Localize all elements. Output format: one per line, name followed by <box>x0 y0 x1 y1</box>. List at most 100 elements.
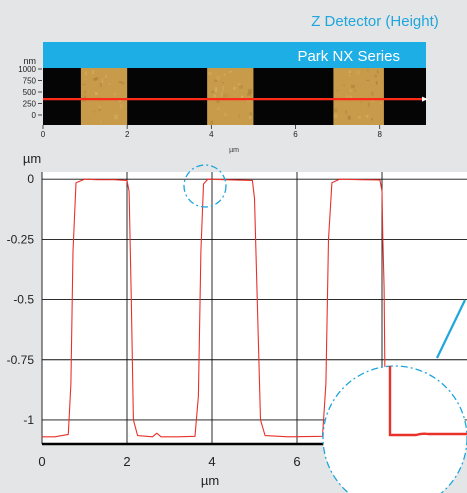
afm-grain-speck <box>114 114 118 120</box>
afm-grain-speck <box>216 100 220 104</box>
afm-grain-speck <box>249 112 253 116</box>
afm-grain-speck <box>213 94 216 97</box>
afm-grain-speck <box>118 100 122 103</box>
afm-grain-speck <box>375 81 378 85</box>
afm-grain-speck <box>371 118 373 121</box>
banner <box>43 42 426 68</box>
afm-grain-speck <box>379 102 382 104</box>
afm-grain-speck <box>121 81 125 85</box>
color-scale-tick: 1000 <box>18 65 36 74</box>
afm-grain-speck <box>92 70 94 75</box>
afm-grain-speck <box>83 78 86 80</box>
height-profile-line <box>42 178 408 443</box>
afm-grain-speck <box>105 75 107 78</box>
afm-grain-speck <box>333 113 338 118</box>
afm-grain-speck <box>360 101 362 104</box>
afm-grain-speck <box>118 100 121 102</box>
afm-grain-speck <box>374 74 377 78</box>
afm-grain-speck <box>102 78 104 84</box>
afm-grain-speck <box>350 73 352 75</box>
afm-raised-feature <box>80 68 128 125</box>
scan-line-arrow-icon <box>422 96 428 102</box>
image-x-tick-label: 2 <box>125 130 130 139</box>
x-tick-label: 2 <box>123 454 130 469</box>
y-tick-label: -0.75 <box>7 353 35 367</box>
afm-grain-speck <box>214 87 218 92</box>
color-scale-tick: 500 <box>23 88 37 97</box>
afm-grain-speck <box>348 70 352 74</box>
image-x-tick-label: 4 <box>209 130 214 139</box>
afm-grain-speck <box>222 86 224 91</box>
afm-grain-speck <box>354 89 356 93</box>
x-axis-label: µm <box>201 473 219 488</box>
image-x-tick-label: 0 <box>41 130 46 139</box>
afm-grain-speck <box>119 104 123 109</box>
afm-grain-speck <box>351 84 355 89</box>
x-tick-label: 6 <box>293 454 300 469</box>
afm-grain-speck <box>342 84 347 86</box>
afm-grain-speck <box>98 109 102 111</box>
afm-grain-speck <box>229 70 232 73</box>
afm-grain-speck <box>217 107 220 110</box>
color-scale-ticks: 1000 750 500 250 0 <box>18 65 42 120</box>
afm-grain-speck <box>248 89 252 94</box>
highlight-circle <box>183 164 227 208</box>
zoom-inset-profile <box>388 366 467 437</box>
afm-grain-speck <box>239 85 243 89</box>
afm-grain-speck <box>118 81 122 83</box>
afm-grain-speck <box>216 76 220 80</box>
image-x-tick-label: 8 <box>377 130 382 139</box>
afm-grain-speck <box>224 112 228 116</box>
afm-grain-speck <box>348 95 353 100</box>
afm-grain-speck <box>214 94 216 98</box>
afm-grain-speck <box>222 82 224 84</box>
image-x-unit: µm <box>229 147 239 154</box>
afm-raised-feature <box>333 68 384 125</box>
zoom-connector <box>436 299 466 359</box>
image-x-ticks: 0 2 4 6 8 <box>41 125 382 139</box>
afm-grain-speck <box>371 99 374 102</box>
color-scale-tick: 0 <box>32 111 37 120</box>
afm-grain-speck <box>208 72 212 75</box>
afm-grain-speck <box>349 89 352 92</box>
afm-grain-speck <box>223 93 228 98</box>
afm-grain-speck <box>108 83 111 85</box>
afm-grain-speck <box>345 110 348 114</box>
afm-grain-speck <box>95 77 99 80</box>
afm-grain-speck <box>96 100 99 102</box>
afm-grain-speck <box>97 105 102 108</box>
afm-grain-speck <box>237 83 241 86</box>
afm-grain-speck <box>370 91 374 96</box>
afm-grain-speck <box>100 119 102 123</box>
y-tick-label: 0 <box>27 172 34 186</box>
afm-grain-speck <box>233 86 236 90</box>
afm-grain-speck <box>247 92 251 96</box>
afm-grain-speck <box>345 95 349 99</box>
afm-grain-speck <box>228 93 230 97</box>
afm-grain-speck <box>113 92 117 96</box>
afm-grain-speck <box>336 90 339 92</box>
afm-grain-speck <box>83 83 86 86</box>
color-scale-tick: 250 <box>23 100 37 109</box>
color-scale-tick: 750 <box>23 77 37 86</box>
afm-features <box>80 68 384 125</box>
afm-raised-feature <box>207 68 254 125</box>
afm-grain-speck <box>249 116 252 119</box>
x-tick-label: 4 <box>208 454 215 469</box>
afm-grain-speck <box>347 115 351 120</box>
afm-grain-speck <box>99 83 102 87</box>
y-tick-label: -0.25 <box>7 232 35 246</box>
afm-grain-speck <box>356 70 360 75</box>
afm-grain-speck <box>93 110 96 113</box>
afm-grain-speck <box>210 120 214 125</box>
afm-grain-speck <box>214 79 217 82</box>
afm-grain-speck <box>334 108 338 113</box>
image-x-tick-label: 6 <box>293 130 298 139</box>
afm-grain-speck <box>94 92 98 95</box>
afm-grain-speck <box>238 114 240 118</box>
zoom-inset <box>322 365 467 493</box>
image-unit-label: nm <box>23 56 36 66</box>
afm-grain-speck <box>367 102 370 107</box>
afm-grain-speck <box>367 69 369 72</box>
